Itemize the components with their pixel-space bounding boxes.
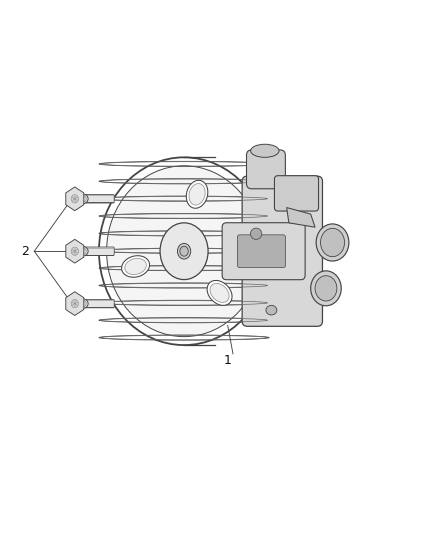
Ellipse shape [189,183,205,205]
Ellipse shape [75,193,88,204]
Ellipse shape [321,228,345,257]
FancyBboxPatch shape [85,300,114,308]
FancyBboxPatch shape [247,150,286,189]
Circle shape [251,228,262,239]
Ellipse shape [122,256,149,277]
Ellipse shape [75,298,88,309]
FancyBboxPatch shape [275,176,318,211]
Ellipse shape [207,280,232,305]
Ellipse shape [315,276,337,301]
Ellipse shape [235,225,292,277]
Ellipse shape [71,195,78,203]
Ellipse shape [180,246,188,256]
Ellipse shape [106,166,261,337]
Ellipse shape [316,224,349,261]
Ellipse shape [251,144,279,157]
FancyBboxPatch shape [242,176,322,326]
FancyBboxPatch shape [222,223,305,280]
FancyBboxPatch shape [237,235,286,268]
Ellipse shape [77,247,86,255]
Ellipse shape [77,300,86,308]
Ellipse shape [77,195,86,203]
Text: 2: 2 [21,245,28,258]
Ellipse shape [71,300,78,308]
Polygon shape [287,207,315,227]
Ellipse shape [125,259,146,274]
Ellipse shape [311,271,341,306]
Ellipse shape [186,180,208,208]
FancyBboxPatch shape [85,195,114,203]
Polygon shape [66,292,84,316]
Ellipse shape [177,244,191,259]
Polygon shape [66,239,84,263]
Ellipse shape [75,246,88,256]
Ellipse shape [210,284,229,302]
Ellipse shape [266,305,277,315]
Polygon shape [66,187,84,211]
Text: 1: 1 [224,354,232,367]
Ellipse shape [207,204,223,298]
FancyBboxPatch shape [85,247,114,255]
Ellipse shape [160,223,208,280]
Ellipse shape [71,247,78,255]
